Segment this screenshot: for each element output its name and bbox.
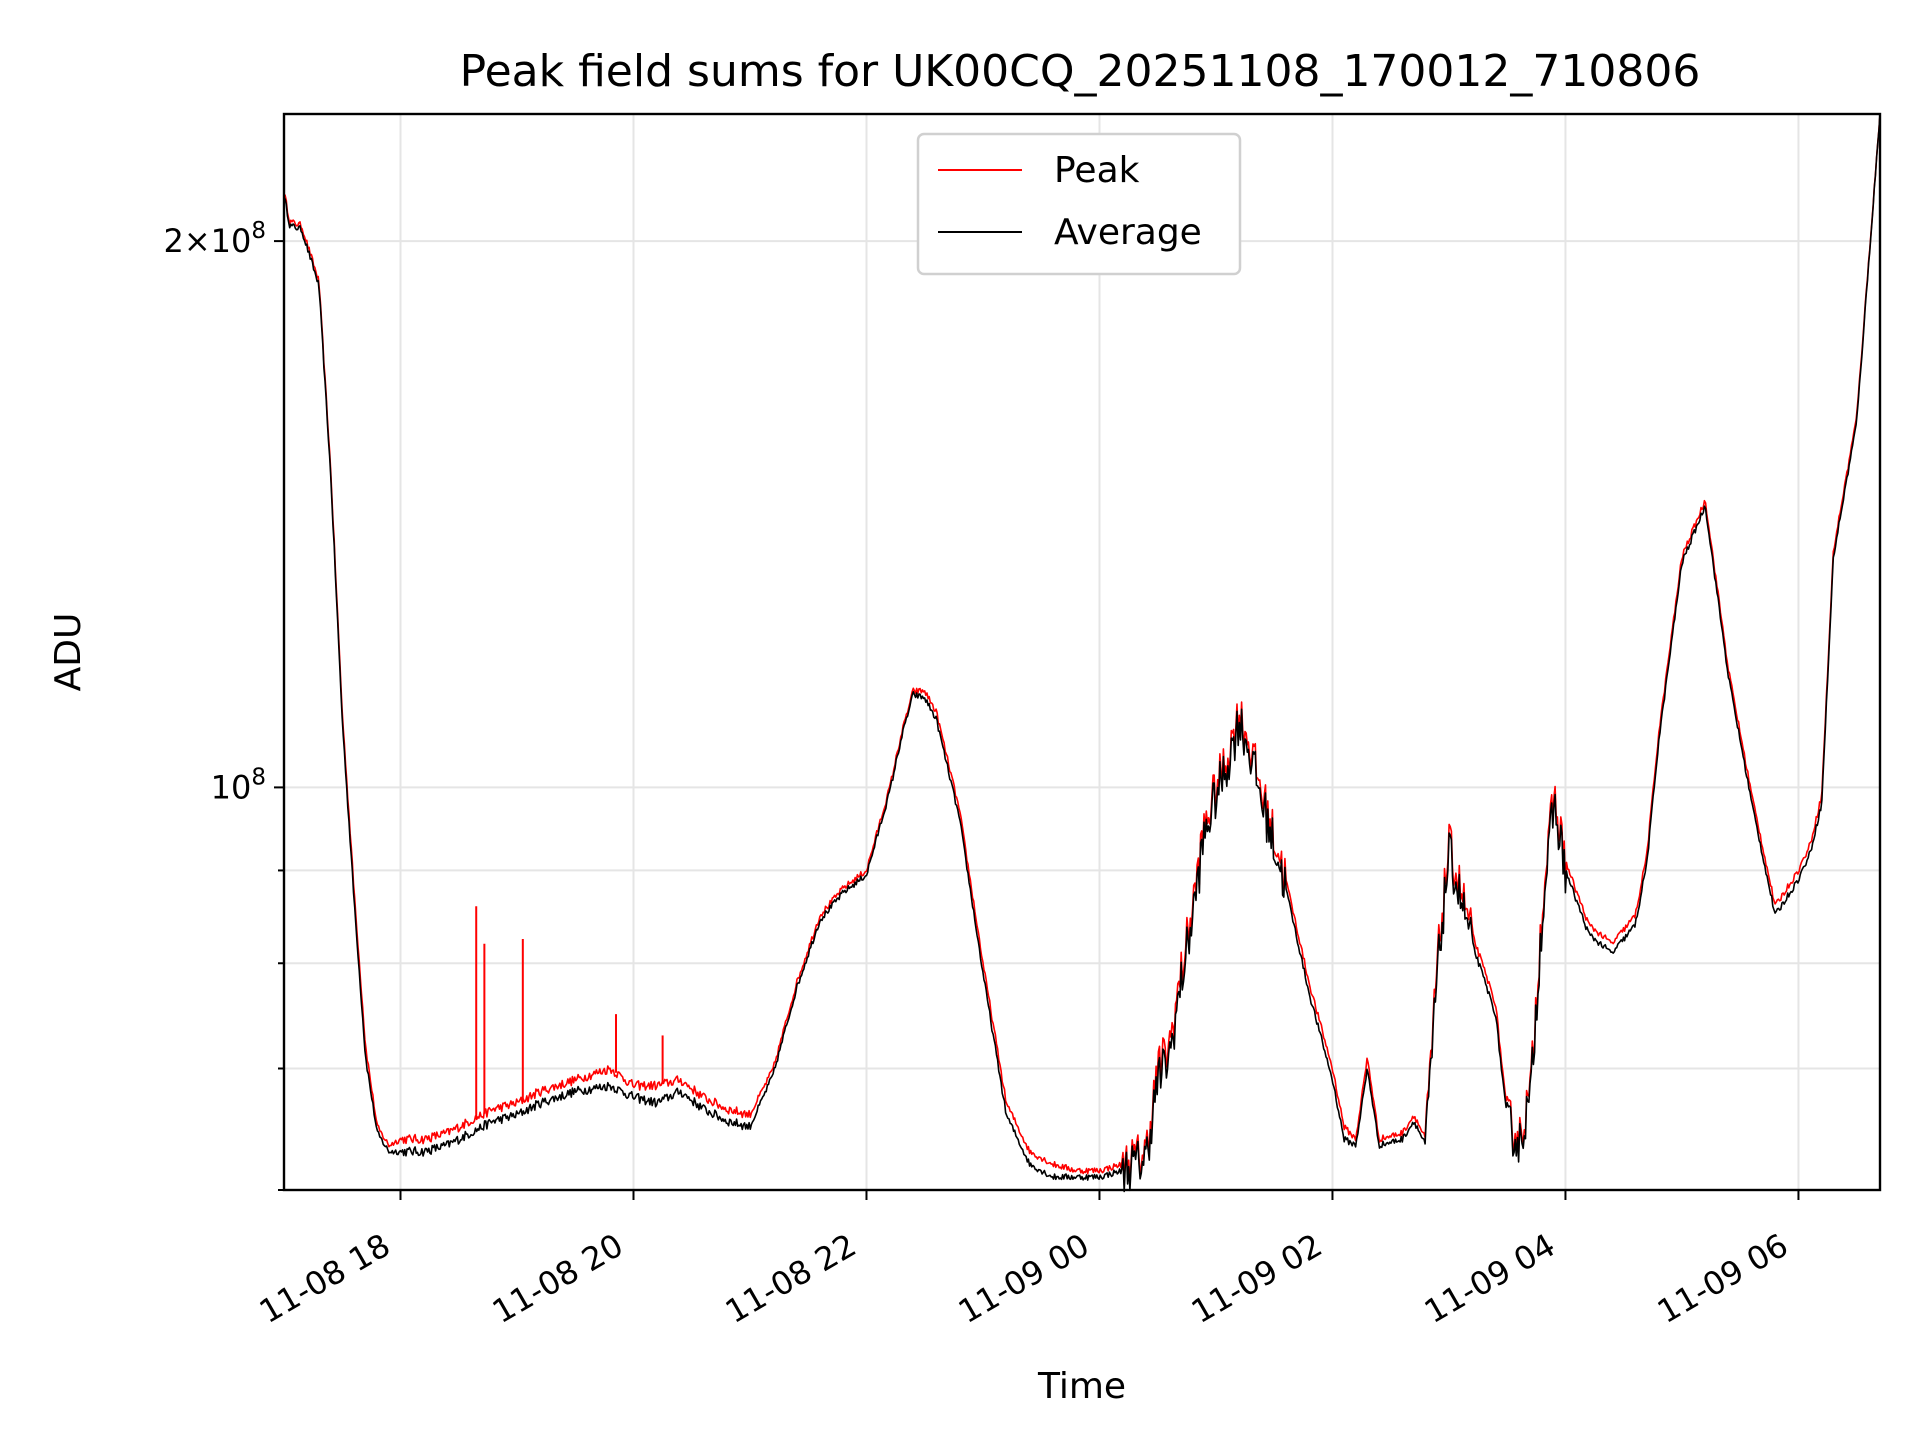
- plot-background: [284, 114, 1880, 1190]
- y-axis-label: ADU: [48, 613, 89, 692]
- legend-label-average: Average: [1054, 212, 1202, 253]
- legend: Peak Average: [916, 132, 1242, 276]
- x-axis-label: Time: [1037, 1366, 1126, 1407]
- y-tick-label: 2×108: [163, 218, 266, 260]
- series-lines: [283, 113, 1881, 1193]
- chart-title: Peak field sums for UK00CQ_20251108_1700…: [460, 46, 1701, 97]
- legend-label-peak: Peak: [1054, 150, 1140, 191]
- series-line-peak: [283, 113, 1881, 1186]
- plot-area: 11-08 18 11-08 20 11-08 22 11-09 00 11-09 02…: [163, 112, 1882, 1331]
- plot-frame: [282, 112, 1882, 1192]
- series-line-average: [283, 113, 1881, 1193]
